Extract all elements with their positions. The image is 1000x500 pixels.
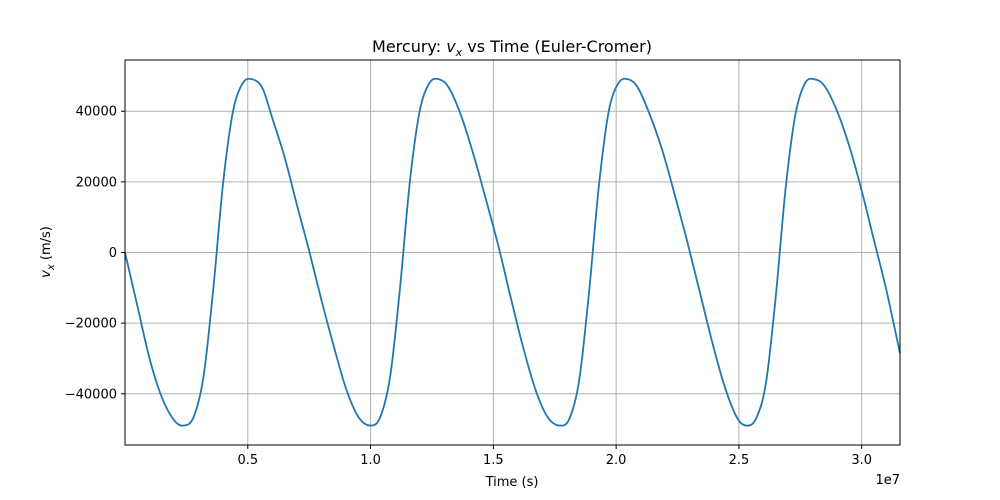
x-tick-label: 0.5 xyxy=(237,453,258,468)
chart-title-suffix: vs Time (Euler-Cromer) xyxy=(462,37,652,56)
y-tick-label: −20000 xyxy=(65,317,117,332)
y-tick-label: −40000 xyxy=(65,387,117,402)
x-tick-label: 1.0 xyxy=(360,453,381,468)
x-tick-label: 2.5 xyxy=(729,453,750,468)
series-line xyxy=(124,77,901,427)
y-axis-label: vx (m/s) xyxy=(39,226,57,278)
y-axis-ticks: −40000 −20000 0 20000 40000 xyxy=(65,105,125,402)
x-tick-label: 3.0 xyxy=(851,453,872,468)
y-tick-label: 20000 xyxy=(76,175,117,190)
chart-title-var: v xyxy=(446,37,456,56)
grid xyxy=(125,60,900,445)
x-tick-label: 1.5 xyxy=(483,453,504,468)
x-axis-ticks: 0.5 1.0 1.5 2.0 2.5 3.0 xyxy=(237,445,872,468)
y-tick-label: 0 xyxy=(109,246,117,261)
y-axis-label-suffix: (m/s) xyxy=(39,226,54,264)
plot-area xyxy=(124,77,901,427)
y-tick-label: 40000 xyxy=(76,105,117,120)
chart-title: Mercury: vx vs Time (Euler-Cromer) xyxy=(372,37,652,59)
y-axis-label-sub: x xyxy=(46,264,57,271)
y-axis-label-var: v xyxy=(39,270,54,278)
chart-title-prefix: Mercury: xyxy=(372,37,446,56)
x-axis-label: Time (s) xyxy=(485,475,539,490)
x-tick-label: 2.0 xyxy=(606,453,627,468)
chart-title-sub: x xyxy=(455,46,463,59)
x-axis-offset-label: 1e7 xyxy=(875,473,900,488)
